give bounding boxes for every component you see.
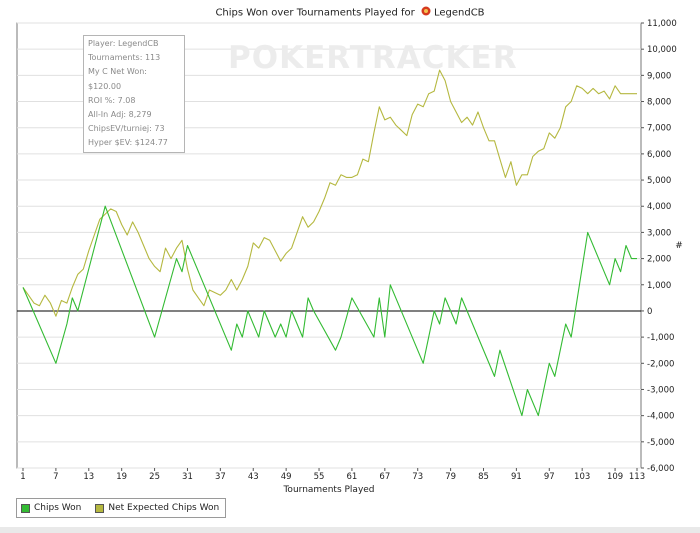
y-tick-label: 2,000 xyxy=(647,255,671,265)
title-player: LegendCB xyxy=(433,7,485,19)
info-player: Player: LegendCB xyxy=(88,39,159,48)
x-tick-label: 67 xyxy=(379,472,390,482)
y-tick-label: 1,000 xyxy=(647,281,671,291)
x-tick-label: 7 xyxy=(53,472,58,482)
y-tick-label: 3,000 xyxy=(647,228,671,238)
info-tournaments: Tournaments: 113 xyxy=(88,53,161,63)
y-tick-label: 8,000 xyxy=(647,98,671,108)
pokerstars-logo-icon xyxy=(421,6,431,19)
x-tick-label: 19 xyxy=(116,472,127,482)
x-tick-label: 109 xyxy=(607,472,623,482)
series-line-chips-won xyxy=(22,205,637,417)
x-tick-label: 73 xyxy=(412,472,423,482)
x-axis-ticks: 1 7 13 19 25 31 37 43 49 55 61 67 73 79 85 91 97 103 109 11… xyxy=(20,468,645,482)
series-lines xyxy=(22,69,637,417)
x-axis-label: Tournaments Played xyxy=(282,485,374,495)
x-tick-label: 49 xyxy=(281,472,292,482)
y-tick-label: 4,000 xyxy=(647,202,671,212)
y-tick-label: 11,000 xyxy=(647,19,677,29)
series-line-net-expected-chips-won xyxy=(22,69,637,317)
info-net-won: My C Net Won: $120.00 xyxy=(88,67,147,91)
y-tick-label: -6,000 xyxy=(647,464,674,474)
y-tick-label: -3,000 xyxy=(647,385,674,395)
x-tick-label: 103 xyxy=(574,472,590,482)
x-tick-label: 37 xyxy=(215,472,226,482)
x-tick-label: 13 xyxy=(83,472,94,482)
gridlines xyxy=(17,22,641,469)
x-tick-label: 85 xyxy=(478,472,489,482)
y-axis-ticks: 11,000 10,000 9,000 8,000 7,000 6,000 5,000 4,0… xyxy=(641,19,677,474)
y-tick-label: 6,000 xyxy=(647,150,671,160)
x-tick-label: 79 xyxy=(445,472,456,482)
info-chipsev: ChipsEV/turniej: 73 xyxy=(88,124,165,134)
legend-swatch-chips-won xyxy=(21,503,30,513)
legend-item-net-expected[interactable]: Net Expected Chips Won xyxy=(95,503,219,513)
legend-label-net-expected: Net Expected Chips Won xyxy=(108,503,220,513)
chart-legend: Chips Won Net Expected Chips Won xyxy=(16,498,227,518)
x-tick-label: 55 xyxy=(314,472,325,482)
x-tick-label: 91 xyxy=(511,472,522,482)
y-tick-label: 0 xyxy=(647,307,652,317)
x-tick-label: 113 xyxy=(629,472,645,482)
title-prefix: Chips Won over Tournaments Played for xyxy=(215,7,415,19)
legend-label-chips-won: Chips Won xyxy=(34,503,82,513)
y-tick-label: -1,000 xyxy=(647,333,674,343)
y-tick-label: 7,000 xyxy=(647,124,671,134)
y-tick-label: 5,000 xyxy=(647,176,671,186)
x-tick-label: 97 xyxy=(544,472,555,482)
pokertracker-watermark: POKERTRACKER xyxy=(228,40,518,76)
y-tick-label: -4,000 xyxy=(647,412,674,422)
x-tick-label: 61 xyxy=(347,472,358,482)
y-tick-label: -5,000 xyxy=(647,438,674,448)
stats-info-box: Player: LegendCB Tournaments: 113 My C N… xyxy=(83,35,185,153)
y-axis-label: # xyxy=(675,241,683,251)
legend-item-chips-won[interactable]: Chips Won xyxy=(21,503,81,513)
x-tick-label: 1 xyxy=(20,472,25,482)
y-tick-label: 9,000 xyxy=(647,71,671,81)
info-hyper-sev: Hyper $EV: $124.77 xyxy=(88,138,168,148)
y-tick-label: -2,000 xyxy=(647,359,674,369)
chart-title: Chips Won over Tournaments Played for Le… xyxy=(0,6,700,19)
info-allin-adj: All-In Adj: 8,279 xyxy=(88,110,152,120)
legend-swatch-net-expected xyxy=(95,503,105,513)
x-tick-label: 31 xyxy=(182,472,193,482)
status-bar xyxy=(0,527,700,533)
x-tick-label: 43 xyxy=(248,472,259,482)
x-tick-label: 25 xyxy=(149,472,160,482)
info-roi: ROI %: 7.08 xyxy=(88,95,136,105)
y-tick-label: 10,000 xyxy=(647,45,677,55)
